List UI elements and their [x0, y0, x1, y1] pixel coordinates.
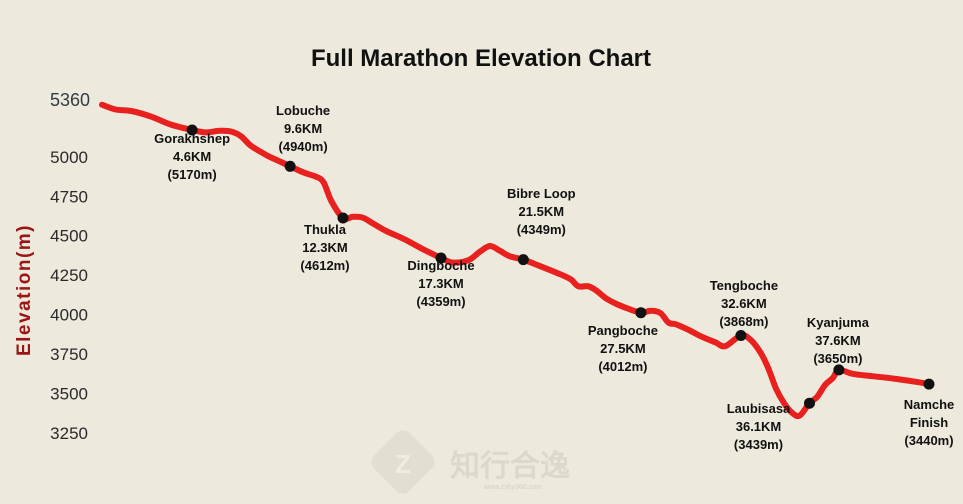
y-tick-label: 5000 — [50, 148, 88, 167]
watermark-logo-icon — [371, 430, 435, 494]
checkpoint-label: Gorakhshep 4.6KM (5170m) — [154, 131, 230, 182]
y-axis-label: Elevation(m) — [14, 224, 35, 356]
y-tick-label: 4750 — [50, 187, 88, 206]
checkpoint-label: Dingboche 17.3KM (4359m) — [407, 258, 474, 309]
checkpoint-marker — [833, 364, 845, 376]
y-tick-label: 4000 — [50, 306, 88, 325]
y-tick-label: 3250 — [50, 424, 88, 443]
checkpoint-label: Kyanjuma 37.6KM (3650m) — [807, 315, 870, 366]
checkpoint-label: Bibre Loop 21.5KM (4349m) — [507, 186, 576, 237]
y-tick-label: 5360 — [50, 90, 90, 110]
checkpoint-marker — [517, 254, 529, 266]
checkpoint-labels: Gorakhshep 4.6KM (5170m) Lobuche 9.6KM (4940m… — [154, 103, 954, 452]
checkpoint-label: Namche Finish (3440m) — [904, 397, 955, 448]
chart-title: Full Marathon Elevation Chart — [311, 45, 651, 72]
checkpoint-label: Pangboche 27.5KM (4012m) — [588, 323, 658, 374]
elevation-line — [99, 101, 932, 420]
checkpoint-marker — [186, 124, 198, 136]
checkpoint-label: Laubisasa 36.1KM (3439m) — [727, 401, 791, 452]
checkpoint-marker — [284, 160, 296, 172]
checkpoint-marker — [435, 252, 447, 264]
watermark: Z 知行合逸 www.zxhy360.com — [371, 430, 570, 494]
watermark-logo-glyph: Z — [395, 449, 411, 479]
watermark-url: www.zxhy360.com — [483, 484, 542, 491]
y-tick-label: 3750 — [50, 345, 88, 364]
checkpoint-label: Lobuche 9.6KM (4940m) — [276, 103, 330, 154]
checkpoint-markers — [186, 124, 935, 409]
checkpoint-marker — [337, 212, 349, 224]
checkpoint-marker — [635, 307, 647, 319]
watermark-text: 知行合逸 — [450, 449, 570, 483]
checkpoint-label: Tengboche 32.6KM (3868m) — [710, 278, 778, 329]
checkpoint-marker — [735, 330, 747, 341]
y-axis-ticks: 5360 5000 4750 4500 4250 4000 3750 3500 3250 — [50, 90, 90, 443]
y-tick-label: 3500 — [50, 385, 88, 404]
checkpoint-label: Thukla 12.3KM (4612m) — [300, 222, 349, 273]
y-tick-label: 4500 — [50, 227, 88, 246]
checkpoint-marker — [923, 378, 935, 390]
checkpoint-marker — [804, 397, 815, 409]
elevation-profile — [99, 101, 932, 420]
y-tick-label: 4250 — [50, 266, 88, 285]
